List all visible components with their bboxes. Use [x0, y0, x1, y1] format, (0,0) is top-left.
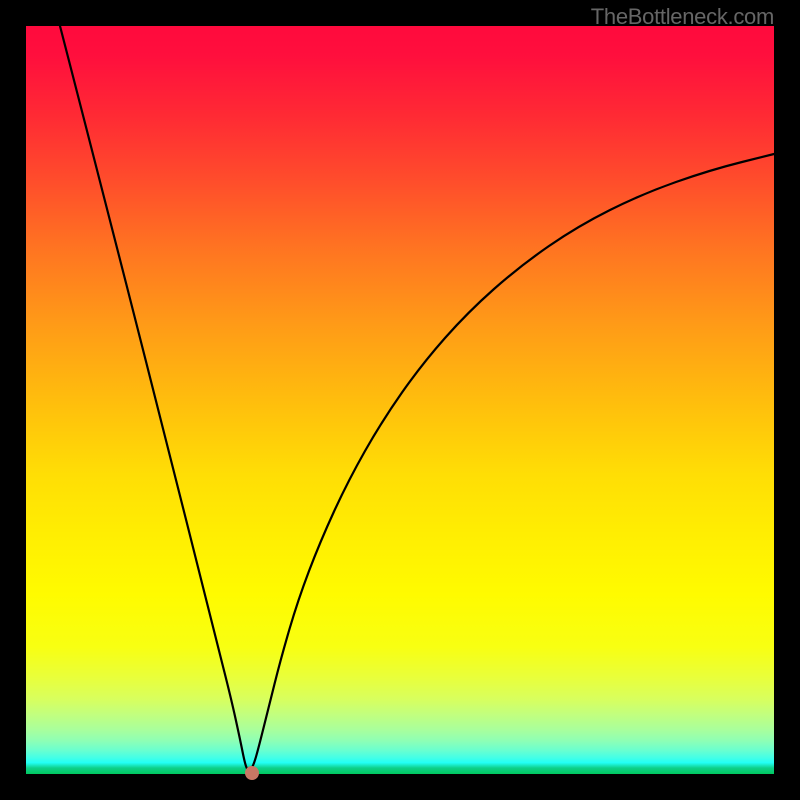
- curve-path: [60, 26, 774, 771]
- watermark-text: TheBottleneck.com: [591, 4, 774, 30]
- plot-frame: [26, 26, 774, 774]
- bottleneck-curve: [26, 26, 774, 774]
- optimal-point-dot: [245, 766, 259, 780]
